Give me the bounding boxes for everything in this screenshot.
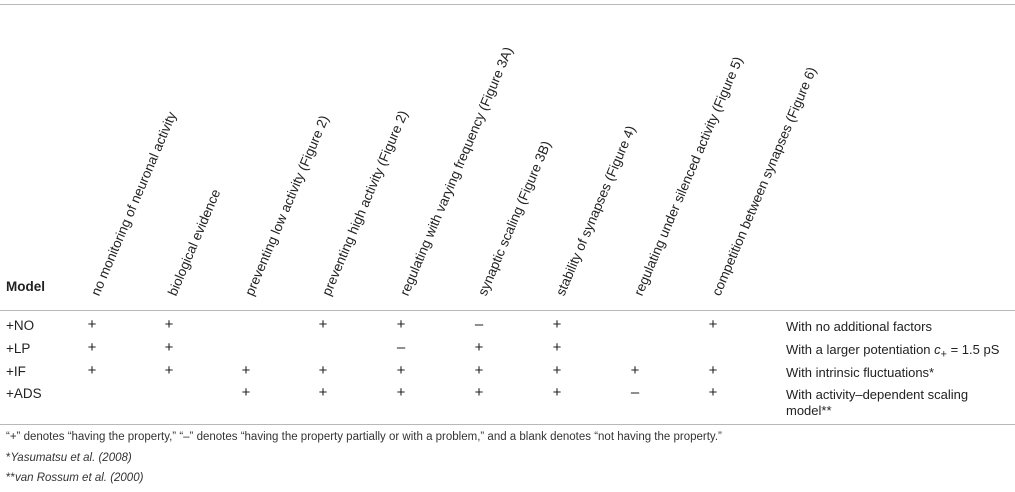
table-bottom-rule	[0, 424, 1015, 425]
row-description: With a larger potentiation c+ = 1.5 pS	[786, 342, 1011, 363]
table-cell: +	[630, 362, 640, 379]
table-cell: +	[164, 362, 174, 379]
table-cell: +	[396, 316, 406, 333]
table-cell: –	[396, 339, 406, 356]
description-part: With a larger potentiation	[786, 342, 935, 357]
table-cell: –	[630, 384, 640, 401]
ref2-citation[interactable]: van Rossum et al. (2000)	[14, 472, 144, 484]
table-cell: +	[708, 316, 718, 333]
column-header-4: preventing high activity (Figure 2)	[319, 108, 411, 298]
header-rule	[0, 310, 1015, 311]
table-cell: +	[87, 316, 97, 333]
table-cell: +	[241, 384, 251, 401]
table-cell: +	[318, 384, 328, 401]
row-model-label: +IF	[6, 364, 26, 379]
table-cell: +	[474, 384, 484, 401]
table-cell: +	[87, 362, 97, 379]
ref1-citation[interactable]: Yasumatsu et al. (2008)	[10, 452, 132, 464]
column-header-1: no monitoring of neuronal activity	[88, 109, 180, 298]
column-header-3: preventing low activity (Figure 2)	[242, 113, 332, 298]
column-header-6: synaptic scaling (Figure 3B)	[475, 138, 554, 298]
row-model-label: +NO	[6, 318, 35, 333]
table-cell: +	[552, 362, 562, 379]
table-cell: +	[396, 362, 406, 379]
description-part: = 1.5 pS	[946, 342, 1000, 357]
column-header-2: biological evidence	[165, 186, 224, 298]
table-cell: +	[474, 362, 484, 379]
table-cell: +	[396, 384, 406, 401]
description-part: +	[940, 348, 947, 361]
table-cell: +	[318, 316, 328, 333]
table-cell: +	[552, 339, 562, 356]
table-cell: +	[164, 316, 174, 333]
table-top-rule	[0, 4, 1015, 5]
footnote-ref1: *Yasumatsu et al. (2008)	[6, 452, 132, 464]
table-cell: +	[164, 339, 174, 356]
table-cell: +	[552, 384, 562, 401]
table-cell: +	[474, 339, 484, 356]
table-cell: +	[708, 384, 718, 401]
model-column-header: Model	[6, 279, 45, 294]
column-header-7: stability of synapses (Figure 4)	[553, 123, 639, 298]
description-part: c	[934, 342, 941, 357]
table-cell: +	[241, 362, 251, 379]
row-description: With intrinsic fluctuations*	[786, 365, 935, 380]
table-cell: +	[552, 316, 562, 333]
row-model-label: +ADS	[6, 386, 42, 401]
row-description: With no additional factors	[786, 319, 932, 334]
table-cell: +	[87, 339, 97, 356]
table-cell: –	[474, 316, 484, 333]
row-model-label: +LP	[6, 341, 31, 356]
table-cell: +	[318, 362, 328, 379]
table-cell: +	[708, 362, 718, 379]
legend-note: “+” denotes “having the property,” “–” d…	[6, 431, 722, 443]
row-description: With activity–dependent scaling model**	[786, 387, 969, 418]
footnote-ref2: **van Rossum et al. (2000)	[6, 472, 144, 484]
